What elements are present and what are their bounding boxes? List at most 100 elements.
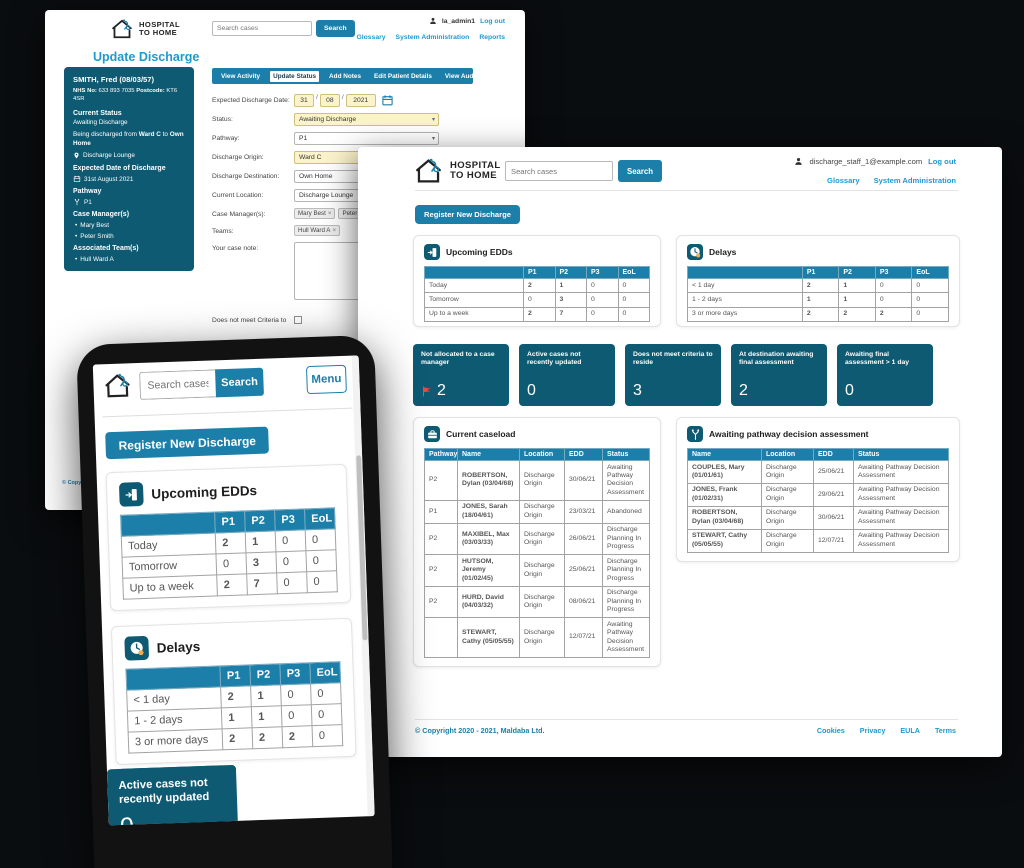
- awaiting-pathway-table: Name Location EDD Status COUPLES, Mary (01/0…: [687, 448, 949, 553]
- search-input[interactable]: [212, 21, 312, 36]
- table-cell-link[interactable]: HURD, David (04/03/32): [457, 585, 520, 619]
- table-cell-link[interactable]: 1: [221, 706, 253, 729]
- discharge-sentence: Being discharged from Ward C to Own Home: [73, 131, 185, 148]
- column-header: EoL: [304, 507, 336, 530]
- table-cell-link[interactable]: 1: [251, 705, 283, 728]
- search-button[interactable]: Search: [215, 367, 264, 398]
- register-new-discharge-button[interactable]: Register New Discharge: [105, 426, 270, 460]
- stat-card-not-updated[interactable]: Active cases not recently updated 0: [519, 344, 615, 406]
- stat-card-criteria-to-reside[interactable]: Does not meet criteria to reside 3: [625, 344, 721, 406]
- tag-chip[interactable]: Hull Ward A ×: [294, 225, 341, 236]
- brand-line1: HOSPITAL: [450, 160, 501, 172]
- remove-tag-icon[interactable]: ×: [332, 227, 337, 234]
- nav-reports[interactable]: Reports: [479, 34, 505, 41]
- remove-tag-icon[interactable]: ×: [327, 210, 332, 217]
- table-cell-link[interactable]: ROBERTSON, Dylan (03/04/68): [457, 460, 520, 501]
- table-cell-link[interactable]: 1: [245, 530, 276, 553]
- criteria-checkbox[interactable]: [294, 316, 302, 324]
- table-cell-link[interactable]: 1: [250, 684, 282, 707]
- table-cell-link[interactable]: 2: [801, 277, 840, 294]
- table-cell-link[interactable]: 2: [523, 306, 556, 323]
- table-cell: Up to a week: [424, 306, 524, 323]
- table-cell-link[interactable]: 7: [554, 306, 587, 323]
- search-button[interactable]: Search: [618, 160, 663, 182]
- date-day-input[interactable]: 31: [294, 94, 314, 107]
- house-stethoscope-icon[interactable]: [101, 371, 134, 400]
- calendar-picker-icon[interactable]: [381, 94, 394, 107]
- table-cell-link[interactable]: HUTSOM, Jeremy (01/02/45): [457, 554, 520, 587]
- nav-glossary[interactable]: Glossary: [827, 176, 860, 185]
- table-cell-link[interactable]: JONES, Frank (01/02/31): [687, 482, 762, 507]
- stat-value: 2: [739, 382, 748, 399]
- logout-link[interactable]: Log out: [480, 17, 505, 25]
- bullet-icon: •: [75, 222, 78, 230]
- table-cell-link[interactable]: 2: [220, 685, 252, 708]
- tab-add-notes[interactable]: Add Notes: [329, 72, 362, 80]
- search-button[interactable]: Search: [316, 20, 355, 37]
- search-input[interactable]: [139, 369, 216, 401]
- table-cell-link[interactable]: 2: [874, 306, 913, 323]
- criteria-label: Does not meet Criteria to: [212, 317, 287, 324]
- column-header: P2: [554, 266, 587, 279]
- footer-link-terms[interactable]: Terms: [934, 726, 956, 735]
- pathway-select[interactable]: P1 ▾: [294, 132, 439, 145]
- footer-link-cookies[interactable]: Cookies: [816, 726, 845, 735]
- table-cell-link[interactable]: 2: [222, 727, 253, 750]
- stat-card-not-updated[interactable]: Active cases not recently updated 0: [106, 765, 230, 826]
- nav-system-administration[interactable]: System Administration: [395, 34, 470, 41]
- table-cell-link[interactable]: 2: [838, 306, 876, 323]
- stat-label: At destination awaiting final assessment: [739, 351, 814, 367]
- date-year-input[interactable]: 2021: [345, 94, 376, 107]
- tag-chip[interactable]: Mary Best ×: [294, 208, 336, 219]
- tab-view-audit-log[interactable]: View Audit Log: [444, 72, 491, 80]
- table-row: Up to a week 2 7 0 0: [424, 306, 650, 323]
- table-cell: Today: [424, 277, 524, 294]
- table-cell-link[interactable]: 2: [215, 531, 247, 554]
- column-header: EoL: [309, 661, 341, 684]
- table-cell-link[interactable]: 1: [554, 277, 587, 294]
- table-cell-link[interactable]: JONES, Sarah (18/04/61): [457, 499, 520, 524]
- table-cell-link[interactable]: 2: [523, 277, 556, 294]
- table-cell-link[interactable]: MAXIBEL, Max (03/03/33): [457, 522, 520, 556]
- footer-link-privacy[interactable]: Privacy: [859, 726, 886, 735]
- tab-update-status[interactable]: Update Status: [270, 70, 320, 82]
- logout-link[interactable]: Log out: [928, 157, 956, 166]
- nhs-value: 633 893 7035: [98, 88, 135, 94]
- status-select[interactable]: Awaiting Discharge ▾: [294, 113, 439, 126]
- footer-link-eula[interactable]: EULA: [900, 726, 920, 735]
- table-cell: < 1 day: [687, 277, 803, 294]
- table-cell-link[interactable]: 7: [246, 572, 278, 595]
- stat-card-final-assessment-overdue[interactable]: Awaiting final assessment > 1 day 0: [837, 344, 933, 406]
- table-cell-link[interactable]: STEWART, Cathy (05/05/55): [457, 617, 520, 659]
- table-cell-link[interactable]: 2: [216, 573, 248, 596]
- table-cell-link[interactable]: 3: [554, 292, 587, 308]
- register-new-discharge-button[interactable]: Register New Discharge: [415, 205, 520, 224]
- tab-edit-patient-details[interactable]: Edit Patient Details: [374, 72, 432, 80]
- menu-button[interactable]: Menu: [305, 364, 347, 395]
- hospital-to-home-logo[interactable]: HOSPITAL TO HOME: [109, 18, 180, 40]
- case-managers-label: Case Manager(s):: [212, 211, 266, 218]
- column-header: P1: [801, 266, 840, 279]
- table-cell-link[interactable]: 1: [838, 277, 876, 294]
- nav-system-administration[interactable]: System Administration: [873, 176, 956, 185]
- stat-card-awaiting-final-assessment[interactable]: At destination awaiting final assessment…: [731, 344, 827, 406]
- table-cell-link[interactable]: 3: [246, 551, 277, 574]
- table-cell-link[interactable]: 1: [801, 292, 840, 308]
- table-cell-link[interactable]: 2: [252, 726, 283, 749]
- table-cell-link[interactable]: 1: [838, 292, 876, 308]
- search-input[interactable]: [505, 161, 613, 181]
- date-month-input[interactable]: 08: [319, 94, 340, 107]
- table-cell: Awaiting Pathway Decision Assessment: [602, 460, 650, 501]
- table-cell-link[interactable]: 2: [801, 306, 840, 323]
- nav-glossary[interactable]: Glossary: [356, 34, 386, 41]
- panel-title: Current caseload: [446, 429, 516, 439]
- table-cell-link[interactable]: COUPLES, Mary (01/01/61): [687, 460, 762, 484]
- current-location-row: Discharge Lounge: [73, 151, 185, 160]
- table-cell-link[interactable]: ROBERTSON, Dylan (03/04/68): [687, 505, 762, 530]
- stat-card-not-allocated[interactable]: Not allocated to a case manager 2: [413, 344, 509, 406]
- hospital-to-home-logo[interactable]: HOSPITAL TO HOME: [412, 157, 501, 185]
- tab-view-activity[interactable]: View Activity: [221, 72, 261, 80]
- table-cell-link[interactable]: 2: [282, 725, 313, 748]
- origin-label: Discharge Origin:: [212, 154, 264, 161]
- table-cell-link[interactable]: STEWART, Cathy (05/05/55): [687, 528, 762, 553]
